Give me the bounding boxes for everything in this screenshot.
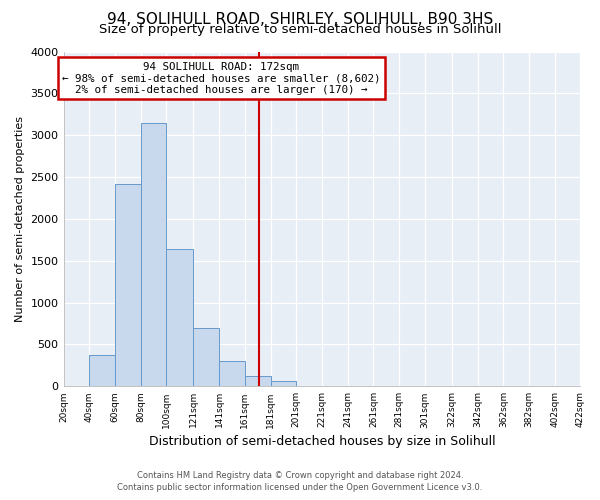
Bar: [193, 328, 219, 386]
Bar: [166, 249, 193, 386]
Text: 94 SOLIHULL ROAD: 172sqm
← 98% of semi-detached houses are smaller (8,602)
2% of: 94 SOLIHULL ROAD: 172sqm ← 98% of semi-d…: [62, 62, 380, 94]
X-axis label: Distribution of semi-detached houses by size in Solihull: Distribution of semi-detached houses by …: [149, 434, 496, 448]
Text: Size of property relative to semi-detached houses in Solihull: Size of property relative to semi-detach…: [99, 22, 501, 36]
Text: 94, SOLIHULL ROAD, SHIRLEY, SOLIHULL, B90 3HS: 94, SOLIHULL ROAD, SHIRLEY, SOLIHULL, B9…: [107, 12, 493, 28]
Y-axis label: Number of semi-detached properties: Number of semi-detached properties: [15, 116, 25, 322]
Bar: [89, 355, 115, 386]
Text: Contains HM Land Registry data © Crown copyright and database right 2024.
Contai: Contains HM Land Registry data © Crown c…: [118, 471, 482, 492]
Bar: [271, 382, 296, 386]
Bar: [115, 184, 140, 386]
Bar: [140, 122, 166, 386]
Bar: [219, 361, 245, 386]
Bar: [245, 376, 271, 386]
